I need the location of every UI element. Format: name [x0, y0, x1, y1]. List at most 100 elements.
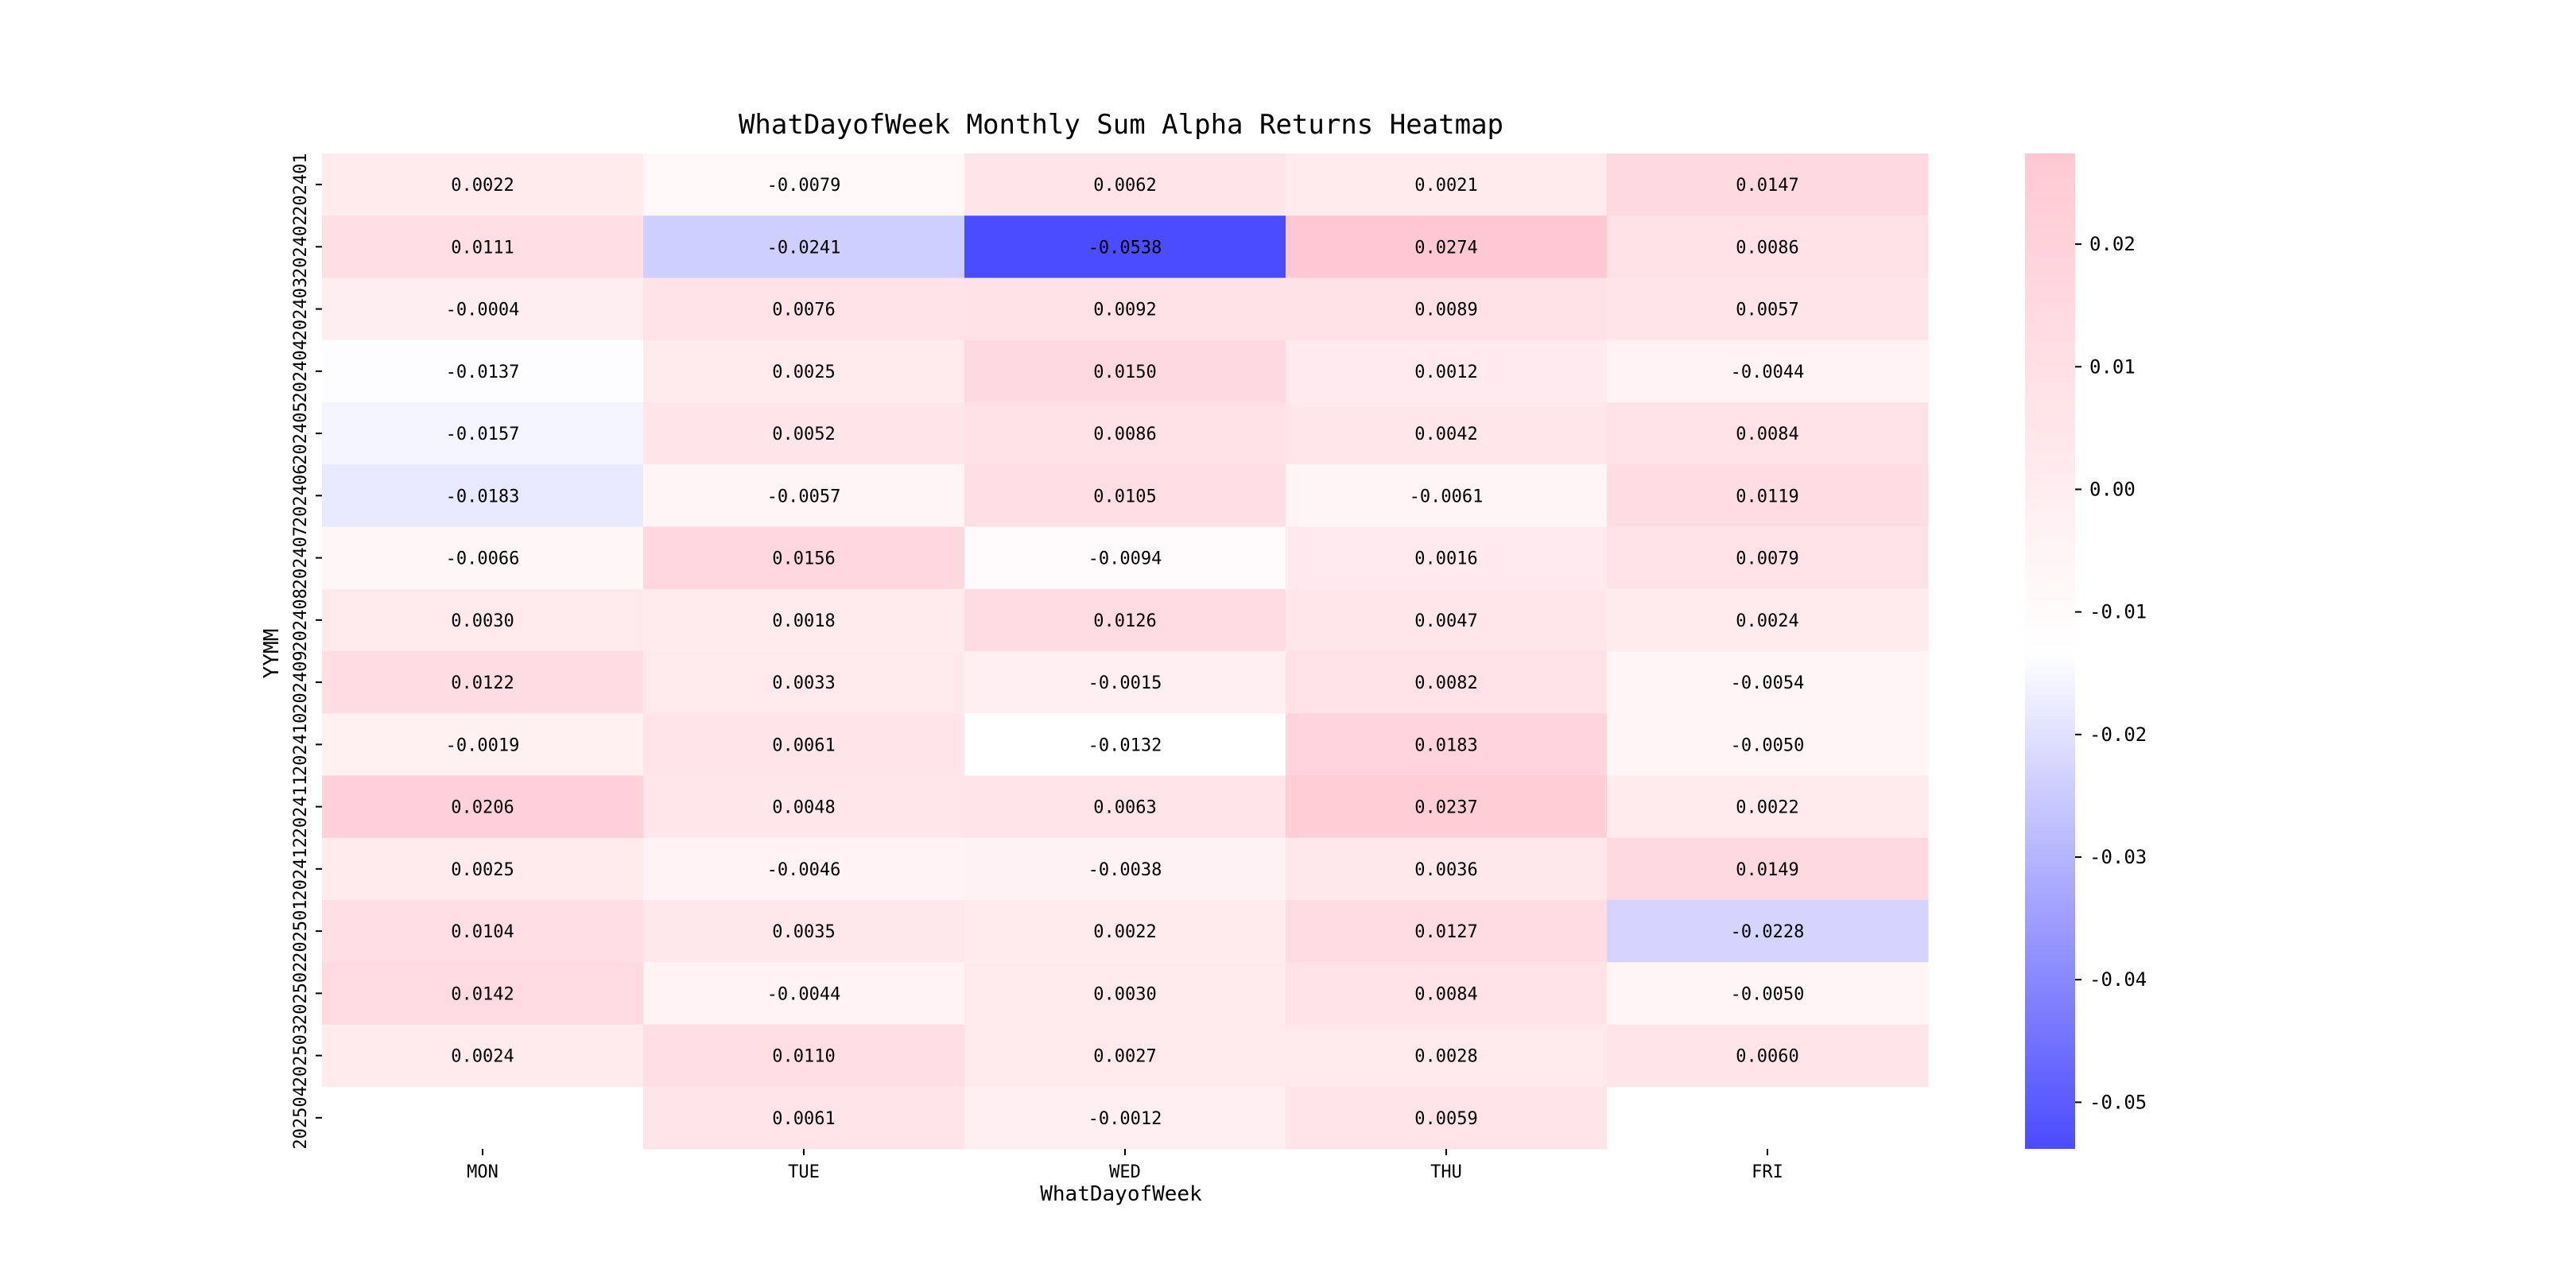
- cell-value-label: -0.0054: [1731, 673, 1805, 693]
- heatmap-cell: [964, 215, 1286, 278]
- cell-value-label: 0.0082: [1414, 673, 1477, 693]
- cell-value-label: 0.0111: [451, 238, 514, 258]
- heatmap-cell: [1607, 588, 1929, 652]
- y-tick-label: 202502: [291, 962, 311, 1025]
- cell-value-label: 0.0149: [1736, 860, 1798, 880]
- y-tick-label: 202405: [291, 402, 311, 464]
- cell-value-label: -0.0241: [767, 238, 841, 258]
- x-tick-label: MON: [467, 1162, 499, 1182]
- cell-value-label: 0.0061: [772, 735, 835, 755]
- cell-value-label: -0.0050: [1731, 984, 1805, 1004]
- cell-value-label: -0.0019: [446, 735, 520, 755]
- heatmap-cell: [1607, 775, 1929, 839]
- cell-value-label: 0.0122: [451, 673, 514, 693]
- cell-value-label: 0.0048: [772, 798, 835, 818]
- cell-value-label: 0.0119: [1736, 487, 1798, 506]
- heatmap-cell: [322, 526, 644, 590]
- heatmap-cell: [1286, 775, 1608, 839]
- cell-value-label: 0.0076: [772, 301, 835, 320]
- heatmap-cell: [1607, 526, 1929, 590]
- colorbar-tick-label: -0.02: [2089, 724, 2147, 746]
- heatmap-cell: [643, 526, 965, 590]
- cell-value-label: 0.0084: [1736, 425, 1798, 444]
- cell-value-label: 0.0147: [1736, 176, 1798, 196]
- heatmap-cell: [643, 339, 965, 403]
- cell-value-label: 0.0022: [1093, 922, 1156, 942]
- cell-value-label: 0.0033: [772, 673, 835, 693]
- y-tick-label: 202402: [291, 215, 311, 278]
- x-axis-label: WhatDayofWeek: [1040, 1182, 1202, 1206]
- cell-value-label: 0.0061: [772, 1109, 835, 1129]
- heatmap-cell: [1607, 464, 1929, 527]
- heatmap-cell: [322, 402, 644, 465]
- heatmap-cell: [643, 277, 965, 341]
- colorbar-tick-label: -0.04: [2089, 968, 2147, 991]
- cell-value-label: -0.0079: [767, 176, 841, 196]
- cell-value-label: -0.0050: [1731, 735, 1805, 755]
- heatmap-cell: [1607, 277, 1929, 341]
- cell-value-label: 0.0089: [1414, 301, 1477, 320]
- cell-value-label: -0.0538: [1088, 238, 1162, 258]
- cell-value-label: 0.0142: [451, 984, 514, 1004]
- cell-value-label: -0.0012: [1088, 1109, 1162, 1129]
- cell-value-label: 0.0042: [1414, 425, 1477, 444]
- y-tick-label: 202401: [291, 153, 311, 215]
- cell-value-label: 0.0016: [1414, 549, 1477, 569]
- heatmap-cell: [964, 464, 1286, 527]
- heatmap-cell: [1607, 339, 1929, 403]
- heatmap-cell: [1286, 900, 1608, 963]
- cell-value-label: 0.0063: [1093, 798, 1156, 818]
- cell-value-label: 0.0062: [1093, 176, 1156, 196]
- heatmap-cell: [964, 277, 1286, 341]
- chart-title: WhatDayofWeek Monthly Sum Alpha Returns …: [739, 109, 1503, 141]
- heatmap-cell: [1607, 1024, 1929, 1088]
- heatmap-cell: [964, 153, 1286, 216]
- cell-value-label: -0.0157: [446, 425, 520, 444]
- cell-value-label: -0.0066: [446, 549, 520, 569]
- cell-value-label: -0.0183: [446, 487, 520, 506]
- y-tick-label: 202404: [291, 339, 311, 402]
- cell-value-label: 0.0105: [1093, 487, 1156, 506]
- heatmap-cell: [643, 837, 965, 901]
- cell-value-label: 0.0030: [451, 611, 514, 631]
- cell-value-label: -0.0094: [1088, 549, 1162, 569]
- heatmap-cell: [964, 588, 1286, 652]
- heatmap-cell: [322, 464, 644, 527]
- heatmap-cell: [1286, 526, 1608, 590]
- y-axis-label: YYMM: [260, 629, 284, 679]
- cell-value-label: 0.0047: [1414, 611, 1477, 631]
- cell-value-label: 0.0028: [1414, 1047, 1477, 1067]
- heatmap-cell: [1607, 962, 1929, 1025]
- heatmap-cell: [322, 339, 644, 403]
- colorbar-tick-label: 0.01: [2089, 355, 2136, 378]
- cell-value-label: -0.0044: [767, 984, 841, 1004]
- heatmap-cell: [964, 837, 1286, 901]
- heatmap-cell: [1286, 588, 1608, 652]
- heatmap-cell: [1286, 651, 1608, 714]
- heatmap-cell: [643, 962, 965, 1025]
- cell-value-label: 0.0084: [1414, 984, 1477, 1004]
- heatmap-cell: [1286, 1024, 1608, 1088]
- cell-value-label: 0.0059: [1414, 1109, 1477, 1129]
- cell-value-label: 0.0092: [1093, 301, 1156, 320]
- heatmap-cell: [643, 651, 965, 714]
- y-tick-label: 202403: [291, 277, 311, 340]
- x-tick-label: THU: [1430, 1162, 1462, 1182]
- cell-value-label: -0.0228: [1731, 922, 1805, 942]
- colorbar-tick-label: 0.00: [2089, 478, 2136, 500]
- x-tick-label: FRI: [1752, 1162, 1783, 1182]
- cell-value-label: 0.0035: [772, 922, 835, 942]
- heatmap-cell: [1286, 464, 1608, 527]
- heatmap-cell: [1286, 837, 1608, 901]
- cell-value-label: -0.0044: [1731, 363, 1805, 382]
- heatmap-cell: [643, 1086, 965, 1150]
- cell-value-label: 0.0022: [1736, 798, 1798, 818]
- heatmap-cell: [1286, 402, 1608, 465]
- cell-value-label: 0.0025: [772, 363, 835, 382]
- colorbar: [2025, 153, 2075, 1149]
- cell-value-label: 0.0110: [772, 1047, 835, 1067]
- y-axis: 2024012024022024032024042024052024062024…: [291, 153, 322, 1150]
- heatmap-cell: [964, 526, 1286, 590]
- heatmap-cell: [964, 1024, 1286, 1088]
